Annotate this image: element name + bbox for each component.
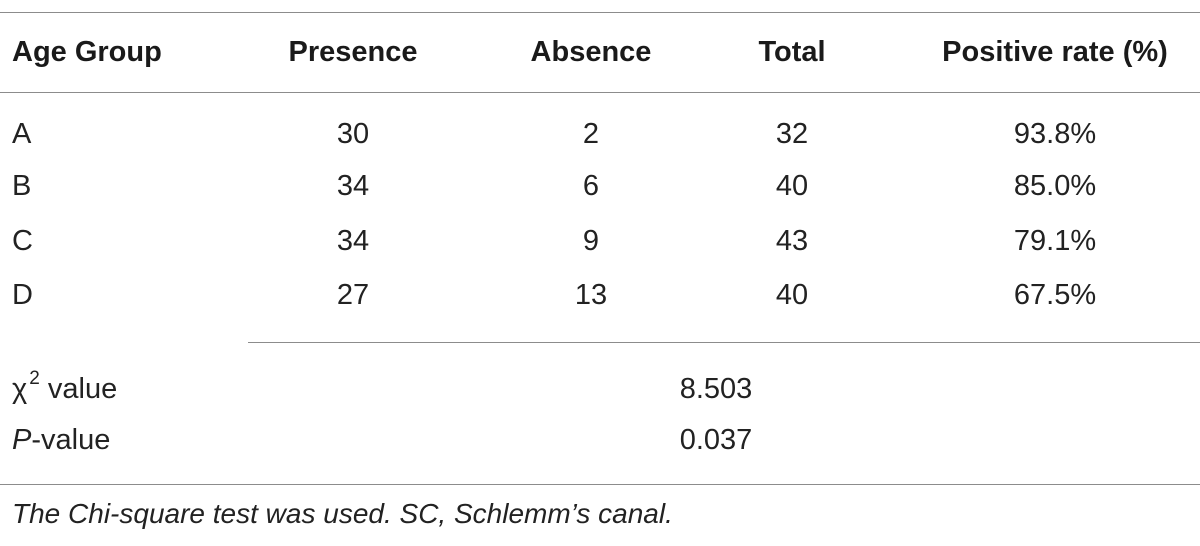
row-group-label: A <box>12 118 32 150</box>
header-total: Total <box>758 36 826 68</box>
row-group-label: D <box>12 279 33 311</box>
table-footnote: The Chi-square test was used. SC, Schlem… <box>12 498 673 529</box>
row-absence-value: 2 <box>582 118 600 150</box>
header-presence: Presence <box>288 36 418 68</box>
row-presence-value: 27 <box>336 279 370 311</box>
table-bottom-rule <box>0 484 1200 485</box>
chi-symbol: χ <box>12 373 28 405</box>
p-label-text: -value <box>31 424 111 456</box>
row-total-value: 40 <box>775 279 809 311</box>
row-total-value: 32 <box>775 118 809 150</box>
row-presence-value: 30 <box>336 118 370 150</box>
p-value-label: P-value <box>12 424 110 456</box>
row-positive-rate-value: 79.1% <box>1013 225 1097 257</box>
row-absence-value: 6 <box>582 170 600 202</box>
header-age-group: Age Group <box>12 36 162 68</box>
chi-label-text: value <box>39 373 118 405</box>
header-bottom-rule <box>0 92 1200 93</box>
p-italic: P <box>12 424 32 456</box>
row-total-value: 40 <box>775 170 809 202</box>
row-total-value: 43 <box>775 225 809 257</box>
stats-separator-rule <box>248 342 1200 343</box>
row-presence-value: 34 <box>336 170 370 202</box>
header-absence: Absence <box>530 36 652 68</box>
row-positive-rate-value: 85.0% <box>1013 170 1097 202</box>
p-value-value: 0.037 <box>679 424 753 456</box>
row-presence-value: 34 <box>336 225 370 257</box>
row-group-label: B <box>12 170 32 202</box>
row-group-label: C <box>12 225 33 257</box>
chi-square-value: 8.503 <box>679 373 753 405</box>
row-absence-value: 9 <box>582 225 600 257</box>
header-positive-rate: Positive rate (%) <box>942 36 1168 68</box>
row-positive-rate-value: 93.8% <box>1013 118 1097 150</box>
chi-superscript: 2 <box>29 368 40 390</box>
table-top-rule <box>0 12 1200 13</box>
row-absence-value: 13 <box>574 279 608 311</box>
row-positive-rate-value: 67.5% <box>1013 279 1097 311</box>
